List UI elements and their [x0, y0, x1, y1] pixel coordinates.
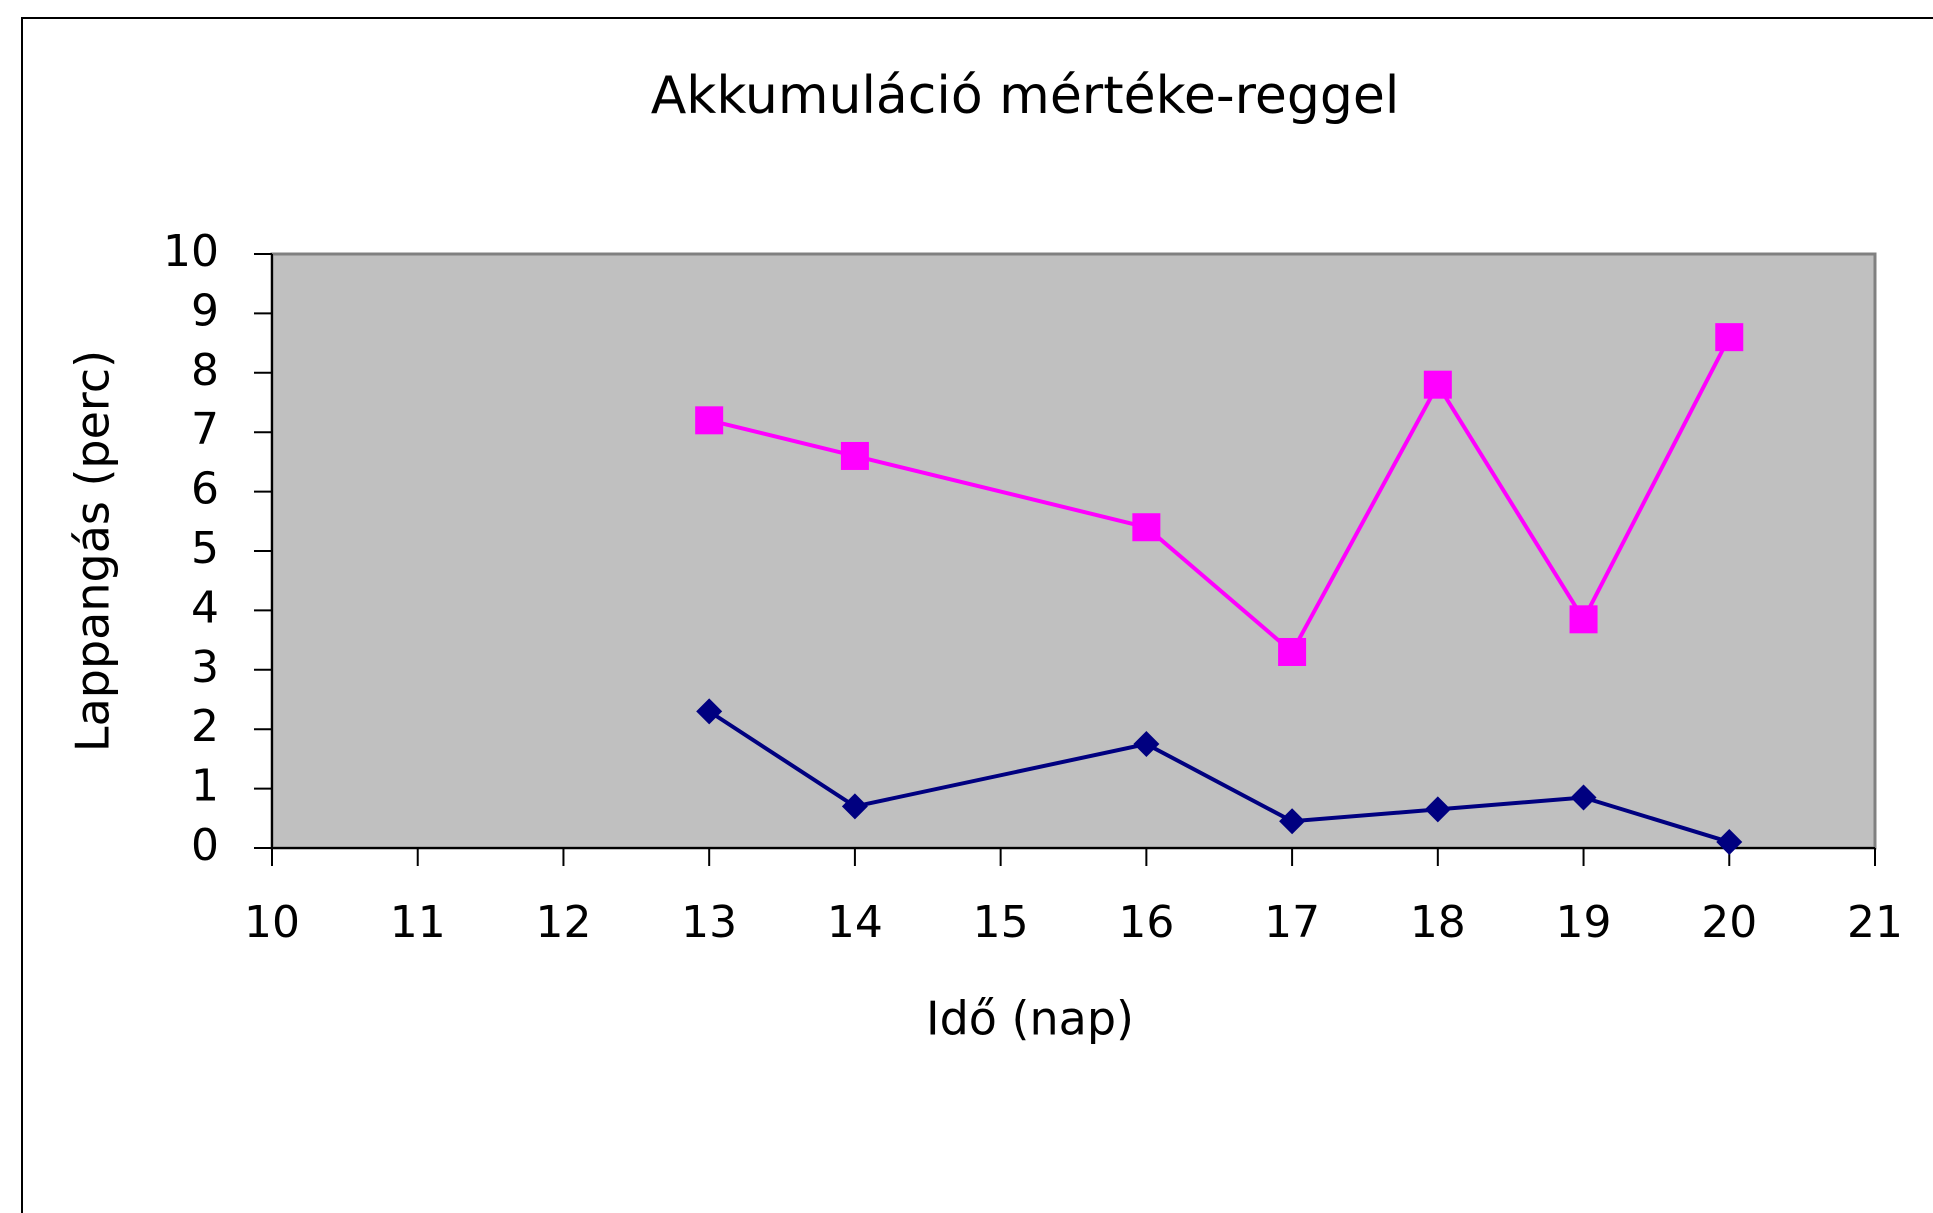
y-tick-label: 8 [191, 345, 219, 396]
y-axis-label: Lappangás (perc) [66, 350, 120, 752]
x-tick-label: 13 [681, 897, 737, 948]
y-tick-label: 3 [191, 642, 219, 693]
x-tick-label: 11 [390, 897, 446, 948]
x-axis-label: Idő (nap) [926, 992, 1134, 1046]
plot-area [270, 252, 1877, 850]
x-tick-label: 19 [1556, 897, 1612, 948]
marker [1279, 808, 1306, 835]
marker [1133, 731, 1160, 758]
y-tick-label: 6 [191, 464, 219, 515]
marker [695, 406, 724, 435]
marker [840, 441, 869, 470]
x-tick-label: 15 [973, 897, 1029, 948]
x-tick-label: 21 [1847, 897, 1903, 948]
marker [1715, 323, 1744, 352]
y-tick-label: 1 [191, 761, 219, 812]
x-tick-label: 17 [1264, 897, 1320, 948]
marker [1569, 605, 1598, 634]
y-tick-label: 7 [191, 404, 219, 455]
marker [696, 698, 723, 725]
marker [1570, 784, 1597, 811]
marker [841, 793, 868, 820]
marker [1132, 513, 1161, 542]
marker [1423, 370, 1452, 399]
y-tick-label: 0 [191, 820, 219, 871]
marker [1278, 637, 1307, 666]
x-tick-label: 10 [244, 897, 300, 948]
y-tick-label: 2 [191, 701, 219, 752]
y-tick-label: 9 [191, 285, 219, 336]
x-tick-label: 12 [535, 897, 591, 948]
y-tick-label: 5 [191, 523, 219, 574]
chart-title: Akkumuláció mértéke-reggel [651, 66, 1400, 126]
y-tick-label: 10 [163, 226, 219, 277]
x-tick-label: 20 [1701, 897, 1757, 948]
x-tick-label: 14 [827, 897, 883, 948]
x-tick-label: 18 [1410, 897, 1466, 948]
marker [1424, 796, 1451, 823]
x-tick-label: 16 [1118, 897, 1174, 948]
marker [1716, 829, 1743, 856]
y-tick-label: 4 [191, 582, 219, 633]
